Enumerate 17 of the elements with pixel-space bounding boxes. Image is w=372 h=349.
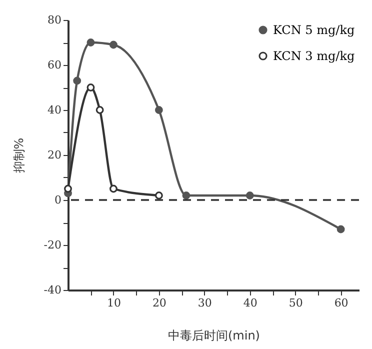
x-tick-label: 20 (152, 296, 166, 310)
y-tick-label: -20 (44, 238, 62, 252)
y-tick-label: 60 (48, 58, 62, 72)
y-tick-label: -40 (44, 284, 62, 296)
x-tick-label: 30 (198, 296, 212, 310)
legend-label: KCN 5 mg/kg (273, 23, 355, 37)
x-axis-title: 中毒后时间(min) (168, 328, 260, 342)
y-tick-label: 0 (54, 194, 62, 206)
x-tick-label: 40 (243, 296, 258, 310)
y-tick-label: 40 (48, 104, 62, 116)
x-tick-label: 60 (334, 296, 348, 310)
y-axis-title: 抑制% (12, 138, 26, 174)
x-tick-label: 50 (288, 296, 303, 310)
y-tick-label: 80 (48, 14, 62, 26)
x-tick-label: 10 (106, 296, 121, 310)
y-tick-label: 20 (48, 148, 62, 162)
legend-label: KCN 3 mg/kg (273, 49, 355, 63)
